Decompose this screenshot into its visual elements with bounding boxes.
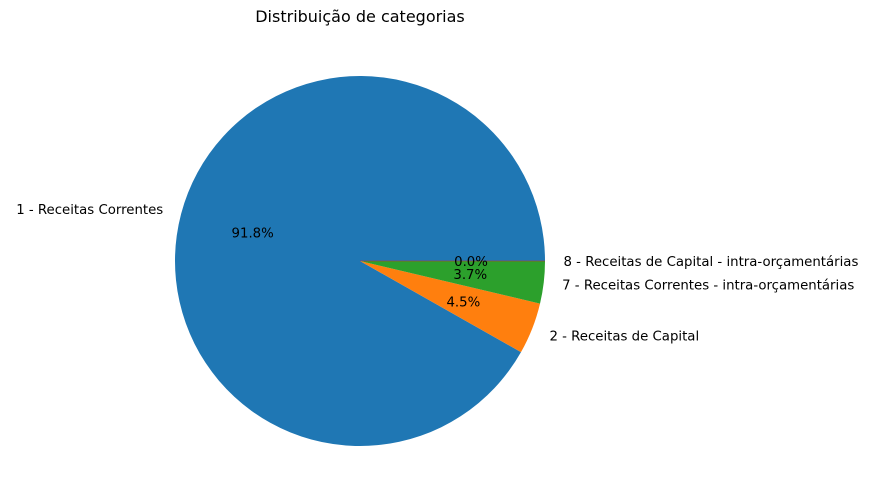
- slice-label-2: 2 - Receitas de Capital: [549, 329, 699, 344]
- slice-percent-2: 4.5%: [446, 296, 480, 311]
- slice-label-3: 7 - Receitas Correntes - intra-orçamentá…: [562, 278, 854, 294]
- slice-percent-1: 91.8%: [232, 227, 274, 242]
- slice-label-1: 1 - Receitas Correntes: [16, 203, 163, 218]
- chart-title: Distribuição de categorias: [255, 7, 465, 26]
- pie-slice-3: [360, 261, 545, 304]
- pie-slice-2: [360, 261, 541, 353]
- slice-percent-4: 0.0%: [454, 255, 488, 270]
- slice-percent-3: 3.7%: [453, 268, 487, 283]
- slice-label-4: 8 - Receitas de Capital - intra-orçament…: [564, 254, 859, 270]
